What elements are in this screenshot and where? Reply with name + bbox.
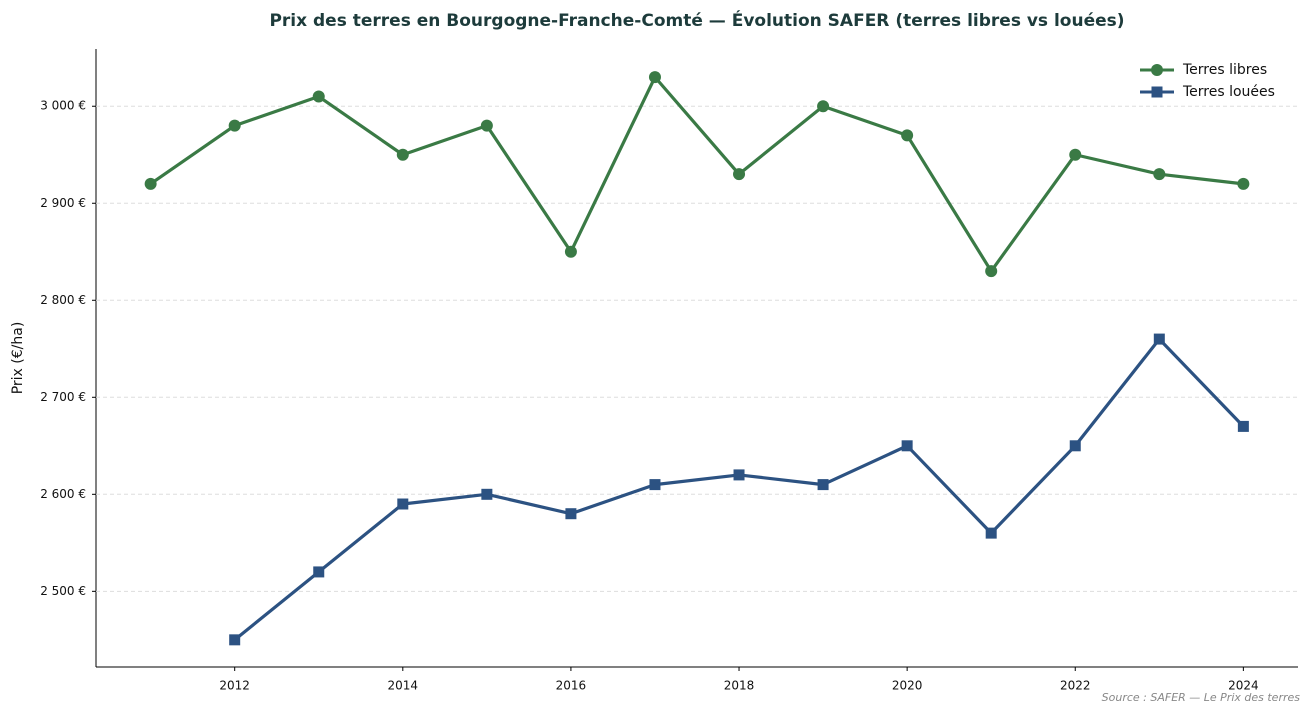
marker [397, 498, 409, 510]
x-tick-label: 2018 [724, 679, 755, 693]
chart-title: Prix des terres en Bourgogne-Franche-Com… [269, 9, 1124, 31]
marker [901, 440, 913, 452]
y-tick-label: 2 700 € [40, 390, 86, 404]
marker [733, 168, 746, 181]
marker [480, 119, 493, 132]
y-tick-label: 2 500 € [40, 584, 86, 598]
marker [733, 469, 745, 481]
marker [481, 488, 493, 500]
y-tick-label: 2 800 € [40, 293, 86, 307]
y-tick-label: 3 000 € [40, 99, 86, 113]
legend-marker [1151, 86, 1163, 98]
x-tick-label: 2014 [388, 679, 419, 693]
marker [648, 71, 661, 84]
marker [1237, 420, 1249, 432]
marker [901, 129, 914, 142]
y-axis-label: Prix (€/ha) [10, 322, 26, 395]
marker [564, 245, 577, 258]
y-tick-label: 2 600 € [40, 487, 86, 501]
marker [649, 479, 661, 491]
marker [565, 508, 577, 520]
series-line [233, 337, 1245, 642]
x-tick-label: 2022 [1060, 679, 1091, 693]
x-tick-label: 2024 [1228, 679, 1259, 693]
marker [985, 265, 998, 278]
marker [1237, 177, 1250, 190]
marker [396, 148, 409, 161]
marker [313, 566, 325, 578]
source-note: Source : SAFER — Le Prix des terres [1102, 691, 1301, 704]
marker [1069, 148, 1082, 161]
marker [312, 90, 325, 103]
marker [1153, 333, 1165, 345]
marker [229, 634, 241, 646]
marker [817, 479, 829, 491]
x-tick-label: 2012 [219, 679, 250, 693]
marker [817, 100, 830, 113]
y-tick-label: 2 900 € [40, 196, 86, 210]
marker [228, 119, 241, 132]
x-tick-label: 2016 [556, 679, 587, 693]
legend-marker [1151, 64, 1163, 76]
legend-label: Terres louées [1182, 84, 1275, 100]
x-tick-label: 2020 [892, 679, 923, 693]
marker [1153, 168, 1166, 181]
legend-label: Terres libres [1182, 62, 1267, 78]
marker [1069, 440, 1081, 452]
marker [144, 177, 157, 190]
marker [985, 527, 997, 539]
series-line [149, 75, 1244, 273]
